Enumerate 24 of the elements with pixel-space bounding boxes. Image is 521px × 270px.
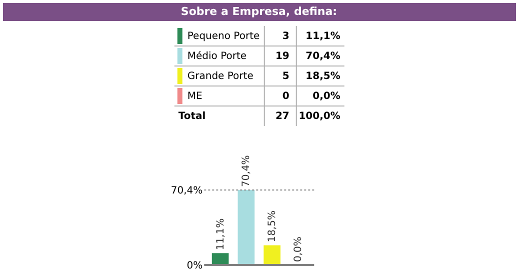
data-label: 18,5%	[267, 210, 278, 242]
category-label: Médio Porte	[187, 51, 247, 62]
category-label: ME	[187, 91, 202, 102]
text: 3	[282, 31, 290, 42]
data-label: 11,1%	[306, 31, 340, 42]
data-label: 70,4%	[241, 155, 252, 187]
bar	[238, 190, 255, 265]
category-label: Pequeno Porte	[187, 31, 260, 42]
text: 100,0%	[298, 111, 340, 122]
text: 5	[282, 71, 290, 82]
category-label: Grande Porte	[187, 71, 254, 82]
data-label: 70,4%	[306, 51, 340, 62]
bar	[212, 253, 229, 265]
text: Sobre a Empresa, defina:	[180, 5, 338, 18]
data-label: 0,0%	[292, 236, 304, 262]
text: 27	[275, 111, 290, 122]
data-label: 11,1%	[215, 218, 226, 250]
data-label: 18,5%	[306, 71, 340, 82]
data-label: 0,0%	[312, 91, 340, 102]
y-tick-label: 0%	[186, 260, 203, 270]
text: Total	[178, 111, 206, 122]
text: 0	[282, 91, 290, 102]
text: 19	[275, 51, 290, 62]
bar	[264, 245, 280, 265]
